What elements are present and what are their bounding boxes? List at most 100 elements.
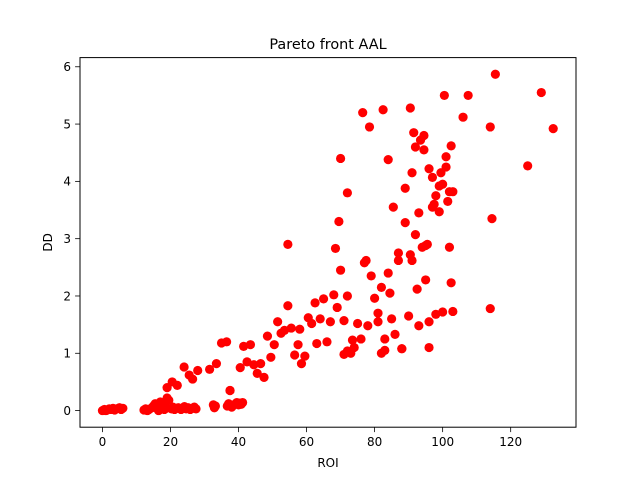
- data-point: [429, 199, 439, 209]
- data-point: [290, 350, 300, 360]
- data-point: [155, 403, 165, 413]
- data-point: [373, 317, 383, 327]
- data-point: [397, 344, 407, 354]
- data-point: [448, 306, 458, 317]
- data-point: [405, 103, 415, 113]
- x-tick-label: 80: [367, 435, 382, 449]
- data-point: [315, 314, 325, 324]
- data-point: [363, 321, 373, 331]
- data-point: [409, 128, 419, 138]
- data-point: [410, 142, 421, 152]
- data-point: [390, 329, 400, 339]
- data-point: [295, 324, 305, 334]
- y-tick-label: 3: [63, 232, 71, 246]
- data-point: [370, 293, 380, 303]
- data-point: [419, 145, 429, 155]
- data-point: [245, 340, 256, 350]
- y-tick-label: 1: [63, 347, 71, 361]
- data-point: [376, 282, 387, 292]
- data-point: [388, 202, 398, 212]
- data-point: [235, 363, 245, 373]
- data-point: [458, 112, 468, 122]
- data-point: [356, 334, 366, 344]
- data-point: [523, 161, 533, 171]
- data-point: [400, 218, 410, 228]
- data-point: [436, 168, 446, 178]
- data-point: [211, 358, 222, 369]
- data-point: [334, 216, 344, 227]
- data-point: [342, 291, 352, 301]
- data-point: [427, 172, 438, 182]
- data-point: [490, 69, 500, 79]
- data-point: [172, 380, 182, 390]
- data-point: [325, 317, 335, 327]
- data-point: [339, 316, 349, 326]
- data-point: [380, 334, 390, 344]
- data-point: [262, 331, 273, 341]
- data-point: [222, 337, 232, 347]
- data-point: [383, 155, 393, 165]
- data-point: [414, 321, 424, 331]
- data-point: [259, 372, 269, 382]
- x-tick-label: 40: [231, 435, 246, 449]
- data-point: [335, 153, 346, 164]
- data-point: [210, 401, 220, 411]
- data-point: [322, 337, 332, 347]
- data-points: [97, 69, 558, 416]
- data-point: [347, 335, 358, 345]
- data-point: [373, 308, 383, 318]
- data-point: [118, 403, 128, 413]
- data-point: [446, 141, 456, 151]
- data-point: [463, 90, 473, 101]
- data-point: [407, 168, 417, 178]
- data-point: [441, 152, 451, 162]
- x-axis-label: ROI: [317, 456, 338, 470]
- data-point: [438, 307, 448, 317]
- data-point: [424, 342, 434, 353]
- y-axis-label: DD: [41, 233, 55, 251]
- data-point: [405, 250, 415, 260]
- data-point: [424, 317, 434, 327]
- y-tick-label: 2: [63, 289, 71, 303]
- data-point: [410, 230, 421, 240]
- data-point: [318, 294, 329, 304]
- x-tick-label: 60: [299, 435, 314, 449]
- data-point: [393, 255, 404, 266]
- data-point: [249, 360, 259, 370]
- data-point: [179, 362, 189, 372]
- data-point: [422, 239, 432, 250]
- chart-title: Pareto front AAL: [269, 37, 386, 53]
- data-point: [385, 288, 395, 298]
- data-point: [414, 208, 424, 218]
- data-point: [378, 105, 388, 115]
- data-point: [353, 318, 363, 329]
- data-point: [443, 196, 453, 207]
- data-point: [238, 397, 248, 408]
- data-point: [431, 191, 441, 201]
- data-point: [312, 338, 322, 349]
- data-point: [439, 90, 449, 101]
- data-point: [266, 352, 276, 362]
- x-tick-label: 0: [99, 435, 107, 449]
- y-axis-ticks: 0 1 2 3 4 5 6: [63, 60, 80, 418]
- data-point: [225, 385, 235, 396]
- data-point: [342, 346, 352, 356]
- data-point: [300, 351, 310, 361]
- data-point: [283, 301, 293, 311]
- data-point: [310, 298, 320, 308]
- x-axis-ticks: 0 20 40 60 80 100 120: [99, 427, 522, 449]
- data-point: [191, 404, 201, 414]
- data-point: [269, 340, 279, 350]
- data-point: [446, 278, 456, 288]
- data-point: [548, 124, 558, 134]
- data-point: [366, 271, 376, 281]
- data-point: [383, 268, 393, 278]
- data-point: [273, 317, 283, 327]
- data-point: [205, 364, 215, 374]
- y-tick-label: 0: [63, 404, 71, 418]
- data-point: [444, 242, 455, 252]
- data-point: [361, 255, 371, 266]
- data-point: [283, 239, 293, 250]
- data-point: [330, 243, 341, 254]
